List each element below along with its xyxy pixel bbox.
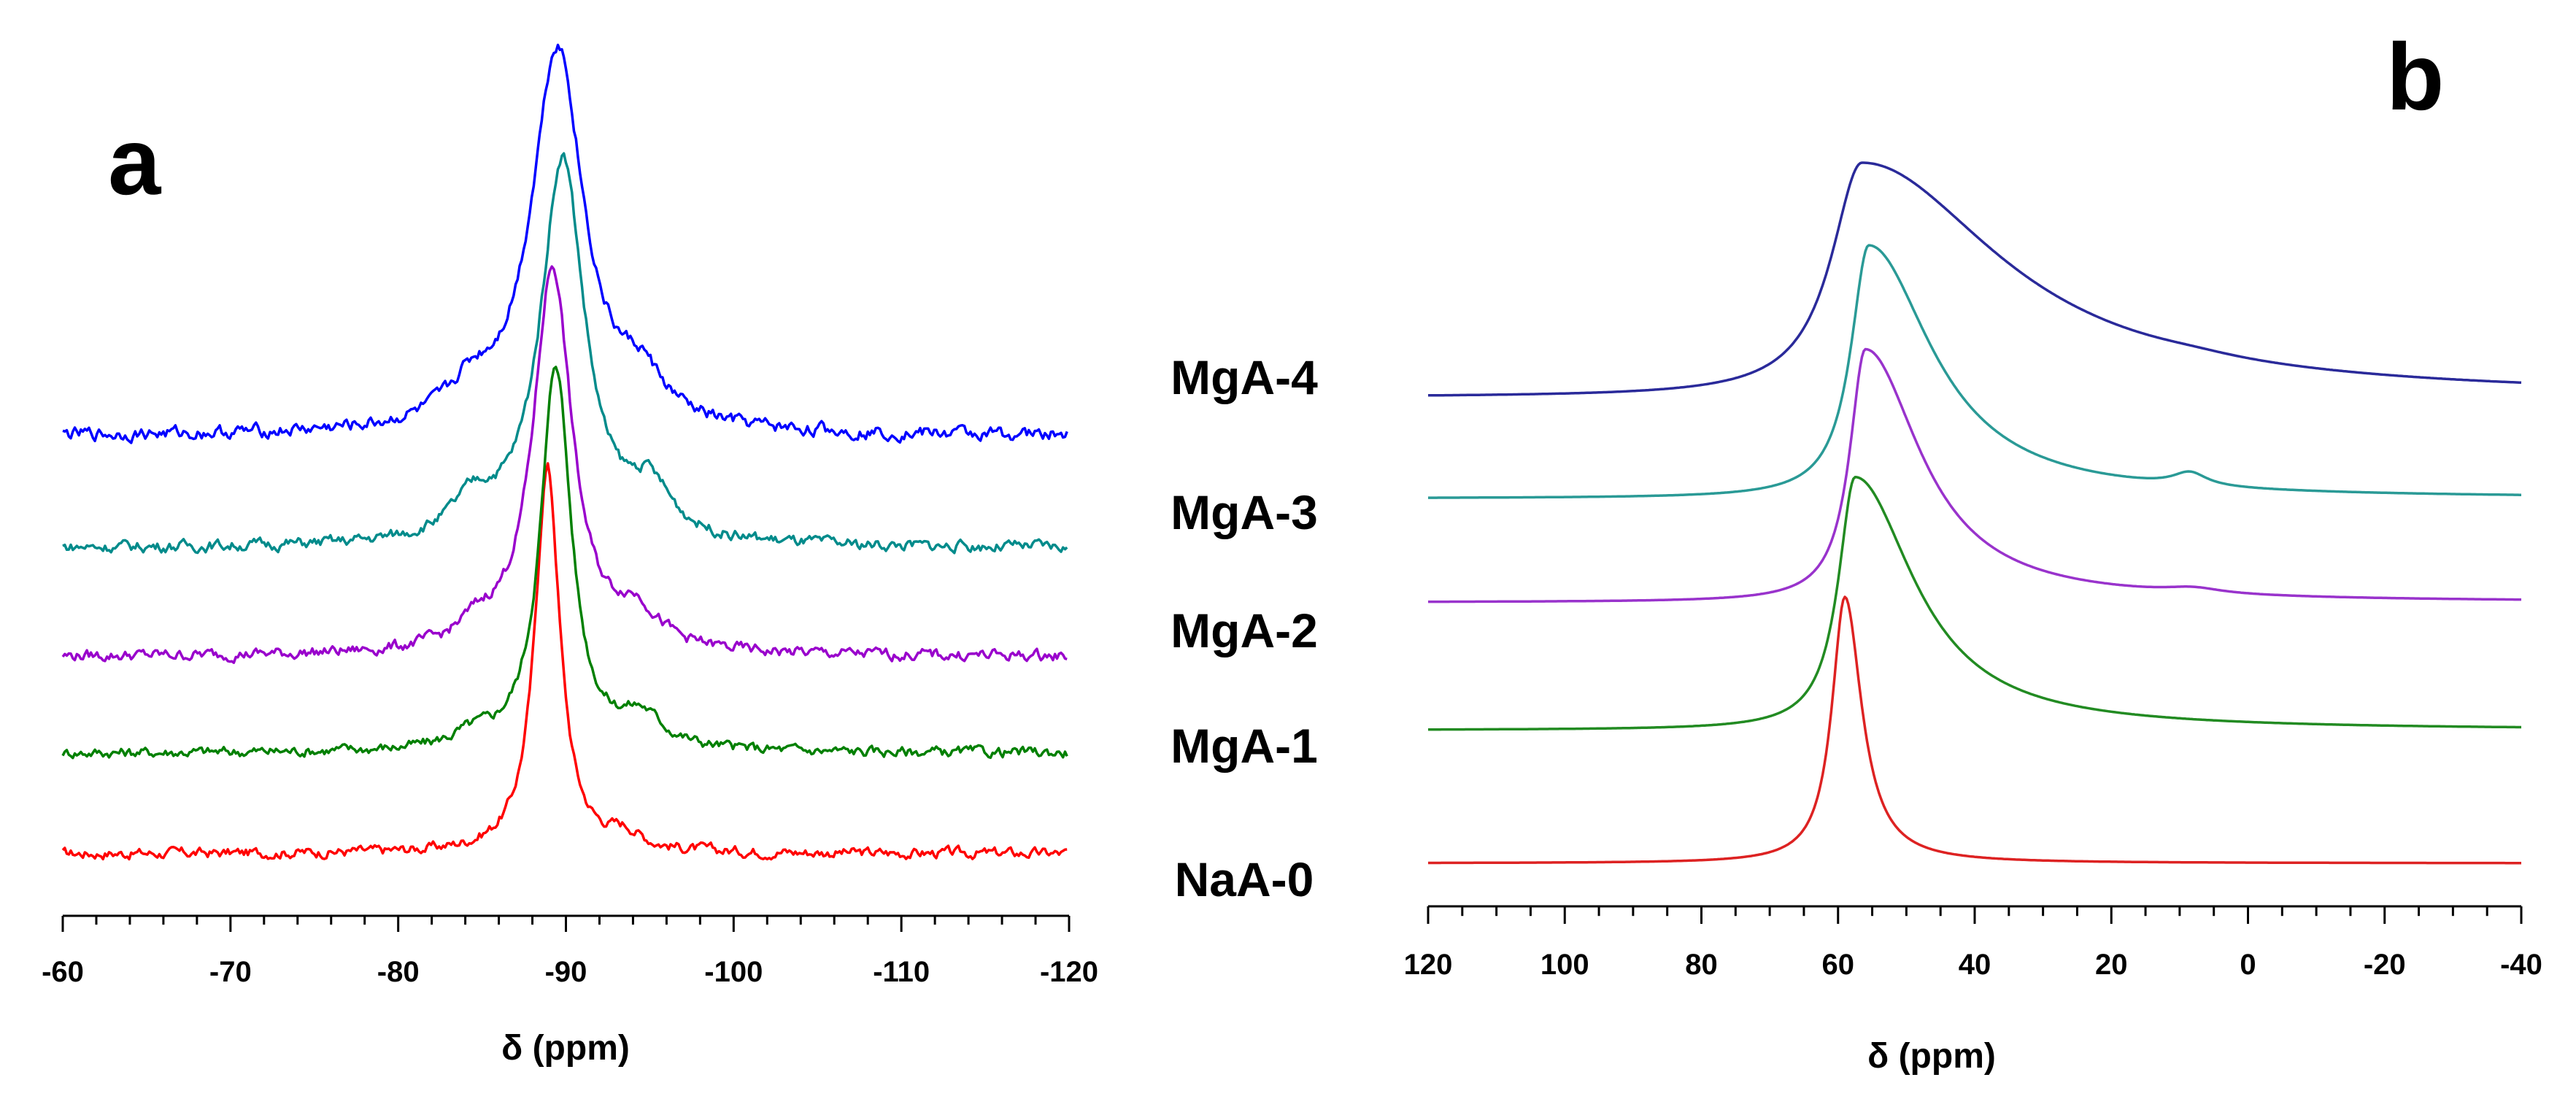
tick-label: 120 — [1404, 949, 1453, 981]
tick-label: 0 — [2240, 949, 2256, 981]
label-mga-1: MgA-1 — [1171, 719, 1318, 773]
panel-b-letter: b — [2386, 23, 2444, 130]
trace-mga-2 — [1428, 347, 2521, 603]
label-mga-2: MgA-2 — [1171, 603, 1318, 657]
tick-label: -100 — [704, 956, 763, 988]
tick-label: -110 — [873, 956, 930, 988]
trace-mga-3 — [1428, 244, 2521, 499]
trace-mga-1 — [61, 366, 1068, 760]
label-mga-4: MgA-4 — [1171, 350, 1318, 404]
panel-b-traces — [1428, 161, 2522, 865]
panel-a-x-axis-title: δ (ppm) — [501, 1029, 630, 1068]
panel-b-ticks: 120 100 80 60 40 20 0 -20 -40 — [1404, 906, 2542, 981]
panel-b: 120 100 80 60 40 20 0 -20 -40 δ (ppm) — [1404, 161, 2542, 1076]
tick-label: -40 — [2500, 949, 2542, 981]
tick-label: 80 — [1685, 949, 1718, 981]
tick-label: 40 — [1959, 949, 1991, 981]
panel-b-x-axis-title: δ (ppm) — [1867, 1037, 1996, 1076]
tick-label: -90 — [545, 956, 587, 988]
tick-label: -20 — [2364, 949, 2406, 981]
tick-label: -70 — [209, 956, 252, 988]
panel-a-traces — [61, 43, 1068, 861]
sample-labels: MgA-4 MgA-3 MgA-2 MgA-1 NaA-0 — [1171, 350, 1318, 906]
trace-mga-3 — [62, 152, 1068, 555]
panel-a-ticks: -60 -70 -80 -90 -100 -110 -120 — [42, 916, 1098, 988]
tick-label: 100 — [1540, 949, 1589, 981]
trace-naa-0 — [1428, 595, 2521, 865]
label-naa-0: NaA-0 — [1175, 852, 1314, 906]
tick-label: -120 — [1040, 956, 1098, 988]
trace-mga-4 — [62, 43, 1068, 444]
trace-mga-2 — [61, 265, 1068, 664]
tick-label: -60 — [42, 956, 84, 988]
label-mga-3: MgA-3 — [1171, 485, 1318, 539]
trace-naa-0 — [61, 462, 1068, 861]
tick-label: 60 — [1822, 949, 1855, 981]
trace-mga-1 — [1428, 476, 2521, 731]
panel-a: -60 -70 -80 -90 -100 -110 -120 δ (ppm) — [42, 43, 1098, 1068]
panel-a-letter: a — [108, 108, 162, 215]
tick-label: -80 — [377, 956, 420, 988]
trace-mga-4 — [1428, 161, 2522, 397]
tick-label: 20 — [2095, 949, 2128, 981]
